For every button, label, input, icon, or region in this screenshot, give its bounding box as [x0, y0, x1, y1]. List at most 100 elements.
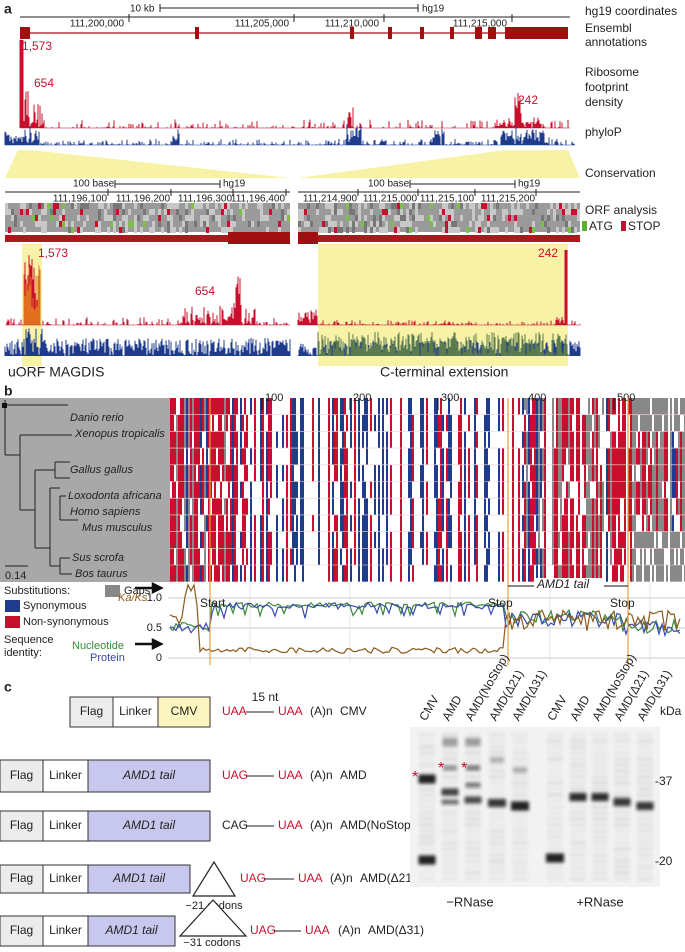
alignment-cell [188, 565, 190, 582]
alignment-cell [616, 465, 618, 482]
alignment-cell [276, 515, 278, 532]
alignment-cell [292, 415, 294, 432]
orf-cell [194, 221, 197, 227]
alignment-cell [176, 532, 178, 549]
alignment-cell [530, 532, 532, 549]
alignment-cell [658, 398, 660, 415]
orf-cell [224, 227, 227, 233]
alignment-cell [614, 548, 616, 565]
orf-cell [532, 221, 535, 227]
gel-band [592, 847, 608, 851]
alignment-cell [610, 465, 612, 482]
alignment-cell [620, 565, 622, 582]
alignment-cell [680, 565, 682, 582]
alignment-cell [234, 515, 236, 532]
alignment-cell [610, 498, 612, 515]
alignment-cell [612, 498, 614, 515]
alignment-cell [244, 565, 246, 582]
orf-cell [442, 203, 445, 209]
alignment-cell [336, 448, 338, 465]
alignment-cell [540, 415, 542, 432]
alignment-cell [328, 448, 330, 465]
alignment-cell [458, 498, 460, 515]
stop-label: UAA [278, 818, 303, 832]
alignment-cell [346, 415, 348, 432]
alignment-cell [302, 548, 304, 565]
alignment-cell [566, 398, 568, 415]
orf-cell [382, 203, 385, 209]
orf-cell [83, 221, 86, 227]
alignment-cell [218, 565, 220, 582]
alignment-cell [638, 498, 640, 515]
alignment-cell [302, 498, 304, 515]
alignment-cell [476, 532, 478, 549]
orf-cell [23, 227, 26, 233]
alignment-cell [474, 548, 476, 565]
alignment-cell [302, 398, 304, 415]
alignment-cell [172, 532, 174, 549]
alignment-cell [642, 515, 644, 532]
footprint-track [20, 40, 568, 128]
alignment-cell [678, 565, 680, 582]
alignment-cell [670, 448, 672, 465]
position-label: 500 [617, 392, 635, 404]
orf-cell [20, 209, 23, 215]
alignment-cell [206, 448, 208, 465]
alignment-cell [286, 465, 288, 482]
alignment-cell [332, 415, 334, 432]
part-label: Linker [49, 818, 82, 832]
alignment-cell [562, 415, 564, 432]
alignment-cell [592, 515, 594, 532]
alignment-cell [192, 415, 194, 432]
orf-cell [20, 203, 23, 209]
annotation: AMD1 tail [536, 577, 589, 591]
alignment-cell [614, 532, 616, 549]
alignment-cell [498, 532, 500, 549]
alignment-cell [538, 515, 540, 532]
alignment-cell [366, 448, 368, 465]
alignment-cell [216, 465, 218, 482]
alignment-cell [220, 415, 222, 432]
gel-band [614, 811, 630, 815]
alignment-cell [440, 498, 442, 515]
alignment-cell [464, 565, 466, 582]
alignment-cell [588, 548, 590, 565]
alignment-cell [538, 548, 540, 565]
alignment-cell [666, 465, 668, 482]
alignment-cell [662, 548, 664, 565]
orf-cell [158, 221, 161, 227]
orf-cell [206, 221, 209, 227]
alignment-cell [596, 532, 598, 549]
alignment-cell [242, 532, 244, 549]
alignment-cell [220, 398, 222, 415]
alignment-cell [294, 398, 296, 415]
orf-cell [373, 227, 376, 233]
gel-band [592, 757, 608, 761]
alignment-cell [680, 465, 682, 482]
alignment-cell [234, 482, 236, 499]
alignment-cell [412, 515, 414, 532]
polya-label: (A)n [310, 768, 333, 782]
orf-cell [206, 203, 209, 209]
alignment-cell [206, 431, 208, 448]
alignment-cell [640, 565, 642, 582]
alignment-cell [436, 431, 438, 448]
alignment-cell [346, 548, 348, 565]
alignment-cell [268, 431, 270, 448]
alignment-cell [202, 465, 204, 482]
alignment-cell [502, 398, 504, 415]
orf-cell [278, 221, 281, 227]
alignment-cell [182, 398, 184, 415]
polya-label: (A)n [338, 923, 361, 937]
gel-band [465, 865, 481, 869]
alignment-cell [354, 548, 356, 565]
orf-cell [493, 209, 496, 215]
alignment-cell [246, 431, 248, 448]
gel-band [442, 817, 458, 821]
gel-band [614, 775, 630, 779]
alignment-cell [342, 515, 344, 532]
alignment-cell [498, 448, 500, 465]
orf-cell [269, 209, 272, 215]
alignment-cell [334, 448, 336, 465]
alignment-cell [282, 548, 284, 565]
